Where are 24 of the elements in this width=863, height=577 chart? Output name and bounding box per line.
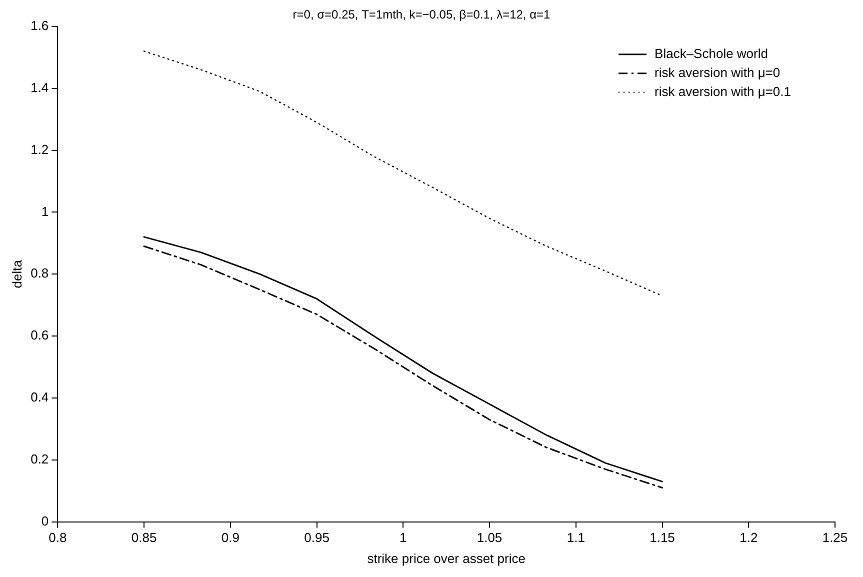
y-tick-label: 1.4: [30, 80, 49, 95]
x-tick-label: 1.25: [822, 530, 848, 546]
x-tick-label: 1.1: [566, 530, 585, 546]
y-axis-title: delta: [9, 259, 24, 288]
x-tick-label: 1.15: [650, 530, 675, 546]
x-tick-label: 1.2: [740, 530, 758, 546]
y-tick-label: 1.6: [30, 18, 49, 33]
y-tick-label: 0.6: [30, 328, 49, 343]
x-tick-label: 0.85: [131, 530, 157, 546]
y-tick-label: 0.2: [30, 451, 49, 466]
y-tick-label: 1.2: [30, 142, 49, 157]
legend-label: Black–Schole world: [654, 46, 768, 61]
x-axis-title: strike price over asset price: [367, 550, 526, 566]
x-tick-label: 1: [400, 530, 407, 546]
y-tick-label: 0.4: [30, 390, 49, 405]
x-tick-label: 0.9: [221, 530, 240, 546]
legend-label: risk aversion with μ=0: [654, 64, 780, 80]
y-tick-label: 1: [41, 204, 49, 219]
x-tick-label: 1.05: [476, 530, 502, 546]
legend-label: risk aversion with μ=0.1: [654, 84, 792, 99]
y-tick-label: 0.8: [30, 266, 49, 281]
y-tick-label: 0: [41, 513, 49, 528]
chart-title: r=0, σ=0.25, T=1mth, k=−0.05, β=0.1, λ=12, α=1: [292, 8, 551, 22]
x-tick-label: 0.95: [304, 530, 330, 546]
